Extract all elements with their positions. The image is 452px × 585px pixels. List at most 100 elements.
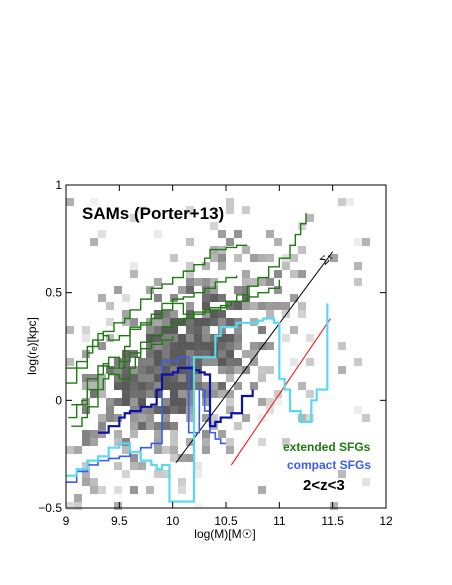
heatmap-cell <box>234 254 242 262</box>
heatmap-cell <box>266 254 274 262</box>
heatmap-cell <box>338 366 346 374</box>
heatmap-cell <box>178 382 186 390</box>
heatmap-cell <box>194 374 202 382</box>
heatmap-cell <box>170 398 178 406</box>
heatmap-cell <box>298 302 306 310</box>
heatmap-cell <box>170 430 178 438</box>
heatmap-cell <box>186 262 194 270</box>
heatmap-cell <box>242 246 250 254</box>
y-tick-label: 0.5 <box>45 286 62 300</box>
heatmap-cell <box>162 334 170 342</box>
heatmap-cell <box>210 318 218 326</box>
heatmap-cell <box>66 446 74 454</box>
heatmap-cell <box>66 198 74 206</box>
x-tick-label: 10 <box>166 514 180 528</box>
heatmap-cell <box>162 374 170 382</box>
heatmap-cell <box>122 318 130 326</box>
heatmap-cell <box>114 366 122 374</box>
reference-line <box>175 251 334 464</box>
heatmap-cell <box>154 422 162 430</box>
heatmap-cell <box>98 486 106 494</box>
heatmap-cell <box>154 350 162 358</box>
heatmap-cell <box>170 326 178 334</box>
heatmap-cell <box>202 446 210 454</box>
heatmap-cell <box>202 398 210 406</box>
heatmap-cell <box>162 326 170 334</box>
heatmap-cell <box>114 438 122 446</box>
heatmap-cell <box>114 374 122 382</box>
redshift-label: 2<z<3 <box>303 477 345 494</box>
heatmap-cell <box>202 262 210 270</box>
heatmap-cell <box>146 334 154 342</box>
heatmap-cell <box>82 478 90 486</box>
heatmap-cell <box>266 342 274 350</box>
heatmap-cell <box>210 390 218 398</box>
heatmap-cell <box>146 342 154 350</box>
heatmap-cell <box>146 382 154 390</box>
heatmap-cell <box>170 374 178 382</box>
heatmap-cell <box>194 342 202 350</box>
heatmap-cell <box>130 366 138 374</box>
heatmap-cell <box>162 366 170 374</box>
heatmap-cell <box>266 398 274 406</box>
heatmap-cell <box>274 238 282 246</box>
y-tick-label: −0.5 <box>38 501 62 515</box>
heatmap-cell <box>202 390 210 398</box>
heatmap-cell <box>218 230 226 238</box>
heatmap-cell <box>154 382 162 390</box>
heatmap-cell <box>298 310 306 318</box>
heatmap-cell <box>138 366 146 374</box>
heatmap-cell <box>74 502 82 510</box>
heatmap-cell <box>154 430 162 438</box>
heatmap-cell <box>178 366 186 374</box>
heatmap-cell <box>242 206 250 214</box>
heatmap-cell <box>274 398 282 406</box>
heatmap-cell <box>98 374 106 382</box>
heatmap-cell <box>138 390 146 398</box>
heatmap-cell <box>146 350 154 358</box>
heatmap-cell <box>226 446 234 454</box>
heatmap-cell <box>82 334 90 342</box>
heatmap-cell <box>114 414 122 422</box>
heatmap-cell <box>130 430 138 438</box>
heatmap-cell <box>82 398 90 406</box>
heatmap-cell <box>186 206 194 214</box>
legend-extended-sfgs: extended SFGs <box>283 440 371 454</box>
heatmap-cell <box>82 374 90 382</box>
heatmap-cell <box>90 382 98 390</box>
heatmap-cell <box>130 462 138 470</box>
heatmap-cell <box>106 406 114 414</box>
heatmap-cell <box>130 398 138 406</box>
heatmap-cell <box>146 318 154 326</box>
heatmap-cell <box>210 382 218 390</box>
heatmap-cell <box>250 302 258 310</box>
series-line-extended-4 <box>71 279 281 406</box>
heatmap-cell <box>186 454 194 462</box>
heatmap-cell <box>130 390 138 398</box>
heatmap-cell <box>122 390 130 398</box>
heatmap-cell <box>234 382 242 390</box>
heatmap-cell <box>234 230 242 238</box>
heatmap-cell <box>186 398 194 406</box>
heatmap-cell <box>74 494 82 502</box>
heatmap-cell <box>234 342 242 350</box>
heatmap-cell <box>354 406 362 414</box>
heatmap-cell <box>186 438 194 446</box>
heatmap-cell <box>170 350 178 358</box>
heatmap-cell <box>226 398 234 406</box>
heatmap-cell <box>226 374 234 382</box>
heatmap-cell <box>242 286 250 294</box>
heatmap-cell <box>218 326 226 334</box>
heatmap-cell <box>266 406 274 414</box>
heatmap-cell <box>218 382 226 390</box>
heatmap-cell <box>258 374 266 382</box>
heatmap-cell <box>154 390 162 398</box>
heatmap-cell <box>194 334 202 342</box>
heatmap-cell <box>226 390 234 398</box>
heatmap-cell <box>90 238 98 246</box>
heatmap-cell <box>218 358 226 366</box>
heatmap-cell <box>290 254 298 262</box>
heatmap-cell <box>90 478 98 486</box>
heatmap-cell <box>194 350 202 358</box>
